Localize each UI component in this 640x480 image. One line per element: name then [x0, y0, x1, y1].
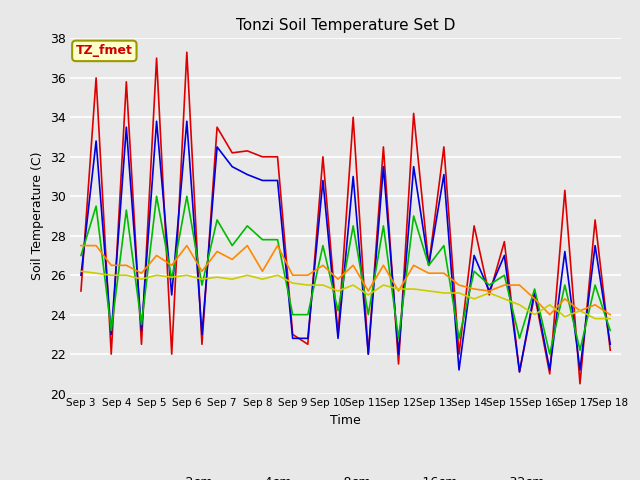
- X-axis label: Time: Time: [330, 414, 361, 427]
- Legend: -2cm, -4cm, -8cm, -16cm, -32cm: -2cm, -4cm, -8cm, -16cm, -32cm: [141, 471, 550, 480]
- Title: Tonzi Soil Temperature Set D: Tonzi Soil Temperature Set D: [236, 18, 455, 33]
- Y-axis label: Soil Temperature (C): Soil Temperature (C): [31, 152, 44, 280]
- Text: TZ_fmet: TZ_fmet: [76, 44, 132, 58]
